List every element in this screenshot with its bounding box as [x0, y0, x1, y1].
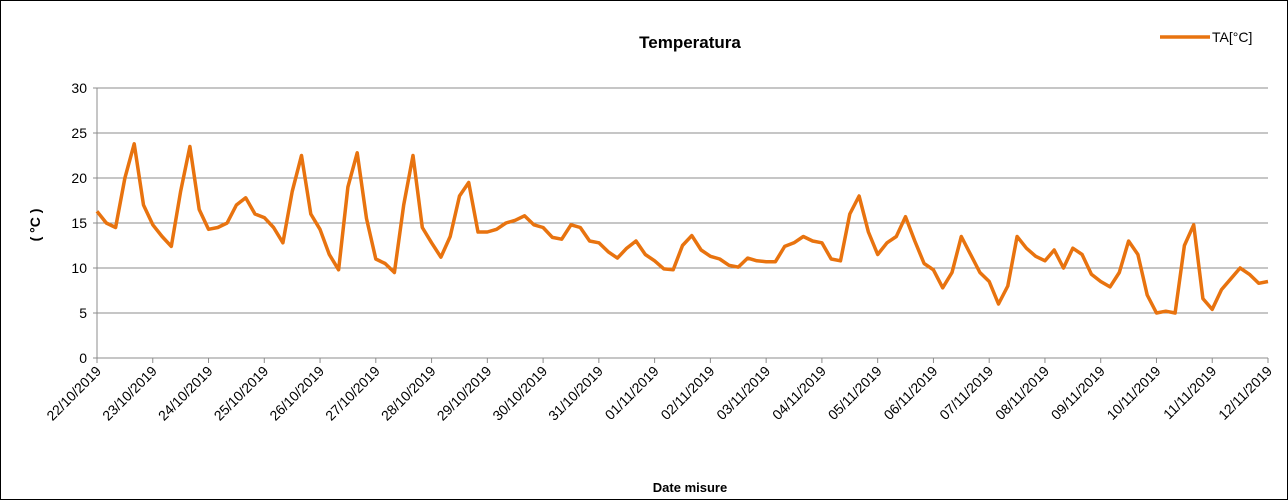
y-tick-label: 30 — [71, 80, 87, 96]
y-tick-label: 15 — [71, 215, 87, 231]
y-tick-label: 10 — [71, 260, 87, 276]
chart-title: Temperatura — [639, 33, 741, 52]
y-tick-label: 0 — [79, 350, 87, 366]
data-line — [95, 142, 1269, 315]
y-tick-label: 25 — [71, 125, 87, 141]
x-axis-label: Date misure — [653, 480, 727, 495]
y-tick-label: 5 — [79, 305, 87, 321]
y-axis-label: ( °C ) — [27, 209, 43, 242]
y-tick-label: 20 — [71, 170, 87, 186]
legend-label: TA[°C] — [1212, 29, 1252, 45]
